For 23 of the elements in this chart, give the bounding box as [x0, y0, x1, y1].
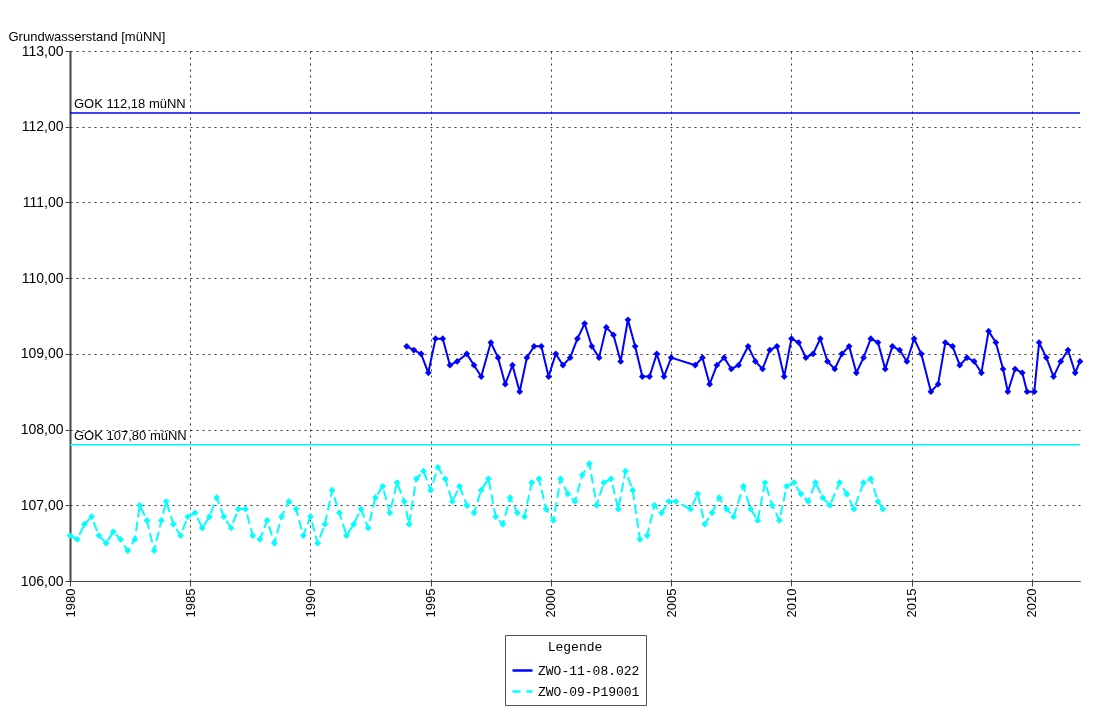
- x-tick-label: 1985: [182, 588, 198, 618]
- y-tick-label: 106,00: [20, 572, 64, 589]
- y-tick-label: 111,00: [22, 193, 64, 210]
- legend-label: ZWO-09-P19001: [538, 684, 640, 700]
- x-tick-label: 2010: [783, 588, 799, 618]
- x-tick-label: 2015: [904, 588, 920, 618]
- y-tick-label: 107,00: [20, 496, 64, 513]
- y-tick-label: 113,00: [21, 42, 64, 59]
- x-tick-label: 2020: [1024, 588, 1040, 618]
- x-tick-label: 2000: [543, 588, 559, 618]
- ref-line-label: GOK 112,18 müNN: [74, 96, 186, 112]
- y-tick-label: 110,00: [21, 269, 64, 286]
- y-tick-label: 109,00: [20, 345, 64, 362]
- y-axis-title: Grundwasserstand [müNN]: [8, 28, 166, 44]
- y-tick-label: 108,00: [20, 421, 64, 438]
- y-tick-label: 112,00: [21, 118, 64, 135]
- x-tick-label: 2005: [663, 588, 679, 618]
- x-tick-label: 1990: [302, 588, 318, 618]
- x-tick-label: 1995: [423, 588, 439, 618]
- legend-title: Legende: [547, 640, 603, 655]
- x-tick-label: 1980: [62, 588, 78, 618]
- ref-line-label: GOK 107,80 müNN: [74, 427, 187, 443]
- legend-label: ZWO-11-08.022: [538, 663, 640, 679]
